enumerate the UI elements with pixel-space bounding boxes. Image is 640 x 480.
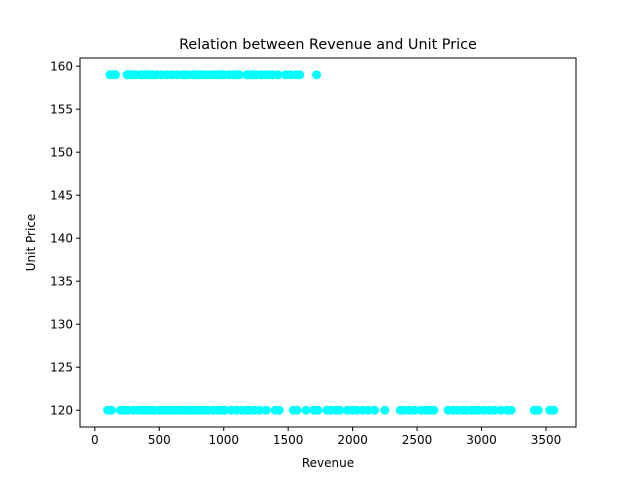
x-axis-title: Revenue (302, 456, 354, 470)
y-tick-label: 155 (50, 103, 73, 117)
x-tick-label: 500 (148, 433, 171, 447)
x-tick-label: 3500 (531, 433, 562, 447)
y-tick-label: 160 (50, 60, 73, 74)
y-axis: 120 125 130 135 140 145 150 155 160 (50, 60, 80, 418)
scatter-point (380, 405, 390, 415)
scatter-point (549, 405, 559, 415)
scatter-point (370, 405, 380, 415)
scatter-point (363, 405, 373, 415)
scatter-point (295, 70, 305, 80)
scatter-point (496, 405, 506, 415)
chart-title: Relation between Revenue and Unit Price (179, 37, 477, 53)
scatter-point (234, 70, 244, 80)
scatter-point (313, 405, 323, 415)
x-tick-label: 0 (91, 433, 99, 447)
y-axis-title: Unit Price (24, 214, 38, 272)
scatter-point (489, 405, 499, 415)
scatter-point (255, 405, 265, 415)
scatter-point (301, 405, 311, 415)
x-tick-label: 3000 (466, 433, 497, 447)
y-tick-label: 150 (50, 146, 73, 160)
x-axis: 0 500 1000 1500 2000 2500 3000 3500 (91, 427, 561, 447)
scatter-point (506, 405, 516, 415)
scatter-point (312, 70, 322, 80)
data-points (103, 70, 559, 415)
x-tick-label: 2000 (337, 433, 368, 447)
x-tick-label: 1000 (208, 433, 239, 447)
scatter-point (110, 70, 120, 80)
x-tick-label: 2500 (402, 433, 433, 447)
y-tick-label: 130 (50, 318, 73, 332)
scatter-point (429, 405, 439, 415)
scatter-point (533, 405, 543, 415)
scatter-point (351, 405, 361, 415)
scatter-point (220, 405, 230, 415)
y-tick-label: 120 (50, 404, 73, 418)
y-tick-label: 125 (50, 361, 73, 375)
y-tick-label: 145 (50, 189, 73, 203)
scatter-point (409, 405, 419, 415)
y-tick-label: 135 (50, 275, 73, 289)
plot-area-frame (79, 57, 577, 428)
scatter-point (335, 405, 345, 415)
y-tick-label: 140 (50, 232, 73, 246)
scatter-point (273, 70, 283, 80)
scatter-point (292, 405, 302, 415)
scatter-point (107, 405, 117, 415)
scatter-point (274, 405, 284, 415)
x-tick-label: 1500 (273, 433, 304, 447)
scatter-point (261, 405, 271, 415)
